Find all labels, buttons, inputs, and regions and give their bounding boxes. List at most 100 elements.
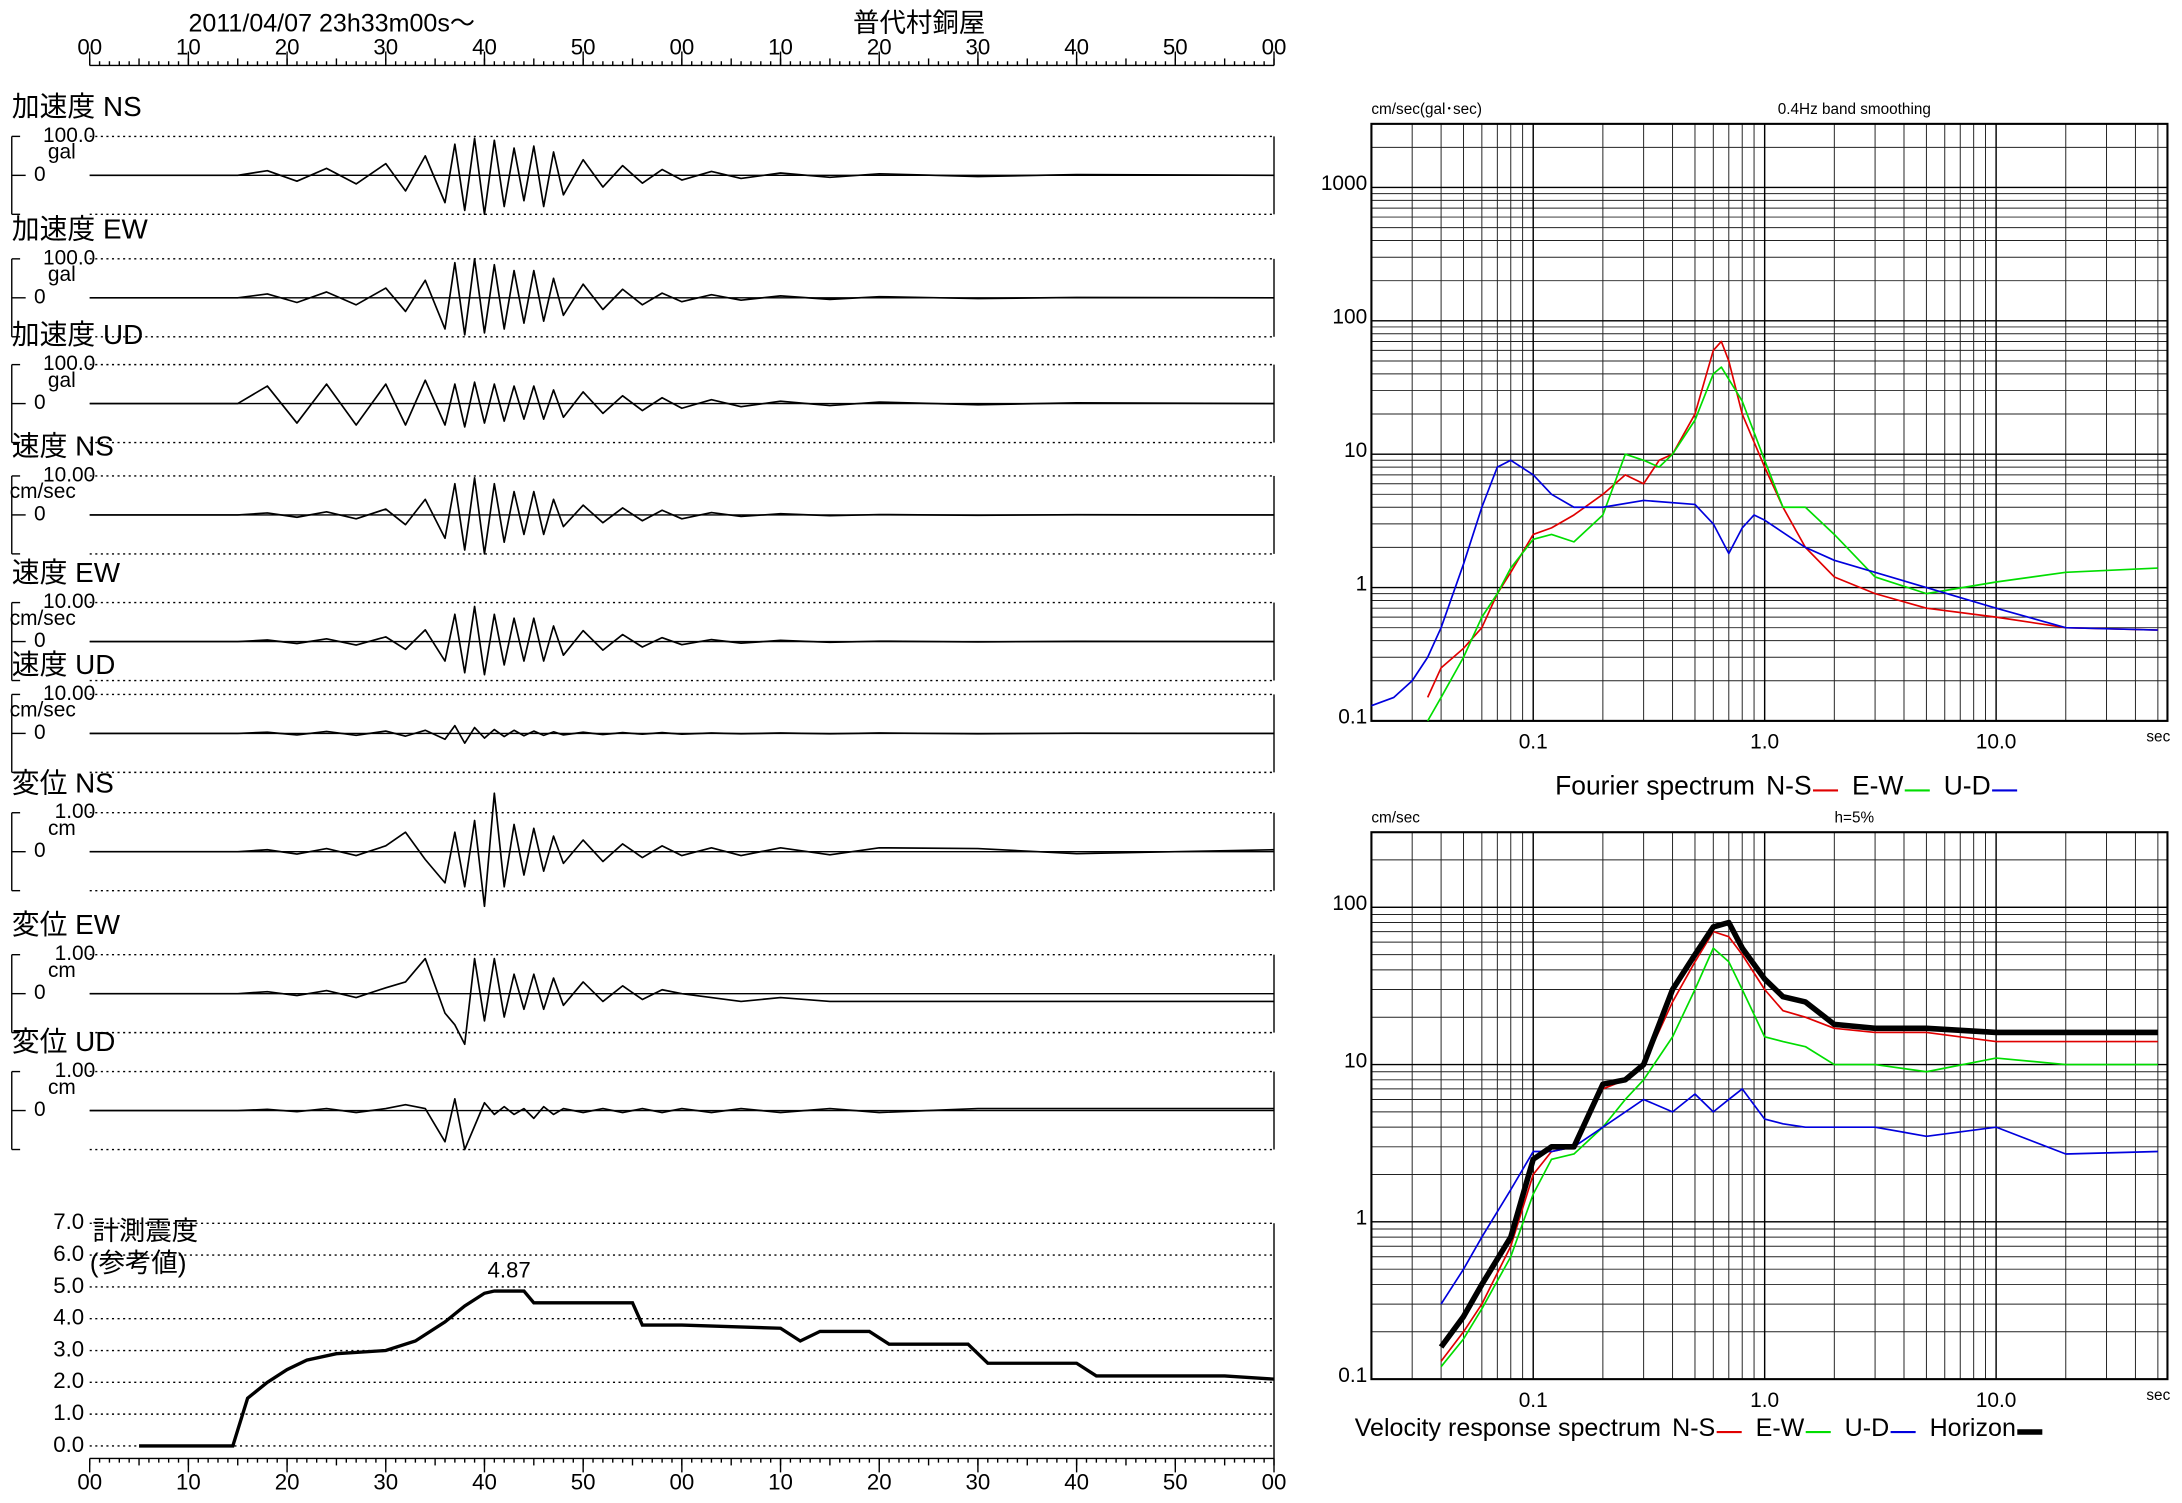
time-tick-label: 10 (176, 1469, 201, 1494)
unit-label: cm (48, 959, 76, 982)
x-tick-label: 1.0 (1750, 1389, 1779, 1412)
trace-label: 変位 UD (12, 1026, 116, 1057)
legend-label: E-W (1756, 1414, 1805, 1442)
time-tick-label: 50 (571, 35, 596, 60)
unit-label: cm (48, 817, 76, 840)
trace-label: 加速度 UD (12, 319, 143, 350)
x-tick-label: 0.1 (1519, 1389, 1548, 1412)
scale-label: 1.00 (55, 942, 96, 965)
plot-frame (1370, 122, 2169, 722)
x-tick-label: 10.0 (1976, 1389, 2017, 1412)
y-tick-label: 100 (1332, 306, 1367, 329)
y-tick-label: 0.1 (1338, 1364, 1367, 1387)
waveform (89, 477, 1275, 555)
y-tick-label: 1000 (1321, 172, 1367, 195)
trace-label: 変位 EW (12, 909, 121, 940)
time-tick-label: 30 (373, 35, 398, 60)
legend-label: Horizon (1930, 1414, 2016, 1442)
y-tick-label: 10 (1344, 1049, 1367, 1072)
time-tick-label: 40 (472, 35, 497, 60)
legend-title: Fourier spectrum (1555, 771, 1755, 801)
waveform (89, 258, 1275, 336)
time-tick-label: 30 (966, 35, 991, 60)
waveform (89, 605, 1275, 676)
zero-label: 0 (34, 391, 46, 414)
unit-label: cm/sec (10, 480, 76, 503)
station-name: 普代村銅屋 (853, 8, 985, 38)
legend-label: E-W (1852, 771, 1903, 801)
plot-frame (1370, 831, 2169, 1381)
legend-title: Velocity response spectrum (1355, 1414, 1661, 1442)
time-tick-label: 20 (867, 35, 892, 60)
trace-label: 速度 EW (12, 557, 121, 588)
waveform (89, 379, 1275, 428)
scale-label: 100.0 (43, 352, 95, 375)
y-tick-label: 10 (1344, 439, 1367, 462)
time-tick-label: 50 (1163, 35, 1188, 60)
zero-label: 0 (34, 163, 46, 186)
legend-label: N-S (1672, 1414, 1715, 1442)
unit-label: gal (48, 141, 76, 164)
trace-label: 変位 NS (12, 767, 114, 798)
y-tick-label: 4.0 (53, 1305, 84, 1330)
time-tick-label: 40 (1064, 35, 1089, 60)
panel-title: 計測震度 (92, 1216, 198, 1246)
legend-label: N-S (1766, 771, 1812, 801)
time-tick-label: 20 (867, 1469, 892, 1494)
spectrum-line (1426, 340, 2158, 698)
waveform (89, 792, 1275, 908)
time-tick-label: 50 (1163, 1469, 1188, 1494)
y-tick-label: 7.0 (53, 1209, 84, 1234)
zero-label: 0 (34, 629, 46, 652)
zero-label: 0 (34, 502, 46, 525)
time-tick-label: 40 (1064, 1469, 1089, 1494)
scale-label: 10.00 (43, 682, 95, 705)
zero-label: 0 (34, 721, 46, 744)
scale-label: 1.00 (55, 1059, 96, 1082)
time-tick-label: 20 (275, 1469, 300, 1494)
spectrum-line (1426, 366, 2158, 722)
x-tick-label: 10.0 (1976, 731, 2017, 754)
time-tick-label: 30 (966, 1469, 991, 1494)
panel-subtitle: (参考値) (90, 1248, 187, 1278)
y-tick-label: 1.0 (53, 1400, 84, 1425)
panel-title: h=5% (1835, 809, 1875, 826)
scale-label: 1.00 (55, 800, 96, 823)
time-tick-label: 10 (768, 1469, 793, 1494)
y-tick-label: 6.0 (53, 1241, 84, 1266)
scale-label: 10.00 (43, 590, 95, 613)
time-tick-label: 20 (275, 35, 300, 60)
spectrum-line (1438, 919, 2158, 1349)
time-tick-label: 40 (472, 1469, 497, 1494)
waveform (89, 137, 1275, 216)
unit-label: cm (48, 1076, 76, 1099)
unit-label: gal (48, 369, 76, 392)
y-axis-label: cm/sec (1371, 809, 1420, 826)
spectrum-line (1440, 1088, 2158, 1305)
scale-label: 100.0 (43, 246, 95, 269)
trace-label: 速度 UD (12, 649, 116, 680)
spectrum-line (1371, 459, 2158, 707)
time-tick-label: 50 (571, 1469, 596, 1494)
y-tick-label: 2.0 (53, 1368, 84, 1393)
spectrum-line (1440, 947, 2158, 1368)
unit-label: cm/sec (10, 699, 76, 722)
zero-label: 0 (34, 839, 46, 862)
y-tick-label: 100 (1332, 892, 1367, 915)
unit-label: cm/sec (10, 607, 76, 630)
x-axis-label: sec (2146, 1387, 2170, 1404)
peak-annotation: 4.87 (487, 1257, 530, 1282)
legend-label: U-D (1845, 1414, 1890, 1442)
zero-label: 0 (34, 1098, 46, 1121)
zero-label: 0 (34, 981, 46, 1004)
time-tick-label: 10 (768, 35, 793, 60)
waveform (89, 724, 1275, 744)
legend-label: U-D (1944, 771, 1991, 801)
panel-title: 0.4Hz band smoothing (1778, 101, 1931, 118)
y-tick-label: 0.1 (1338, 706, 1367, 729)
scale-label: 100.0 (43, 124, 95, 147)
